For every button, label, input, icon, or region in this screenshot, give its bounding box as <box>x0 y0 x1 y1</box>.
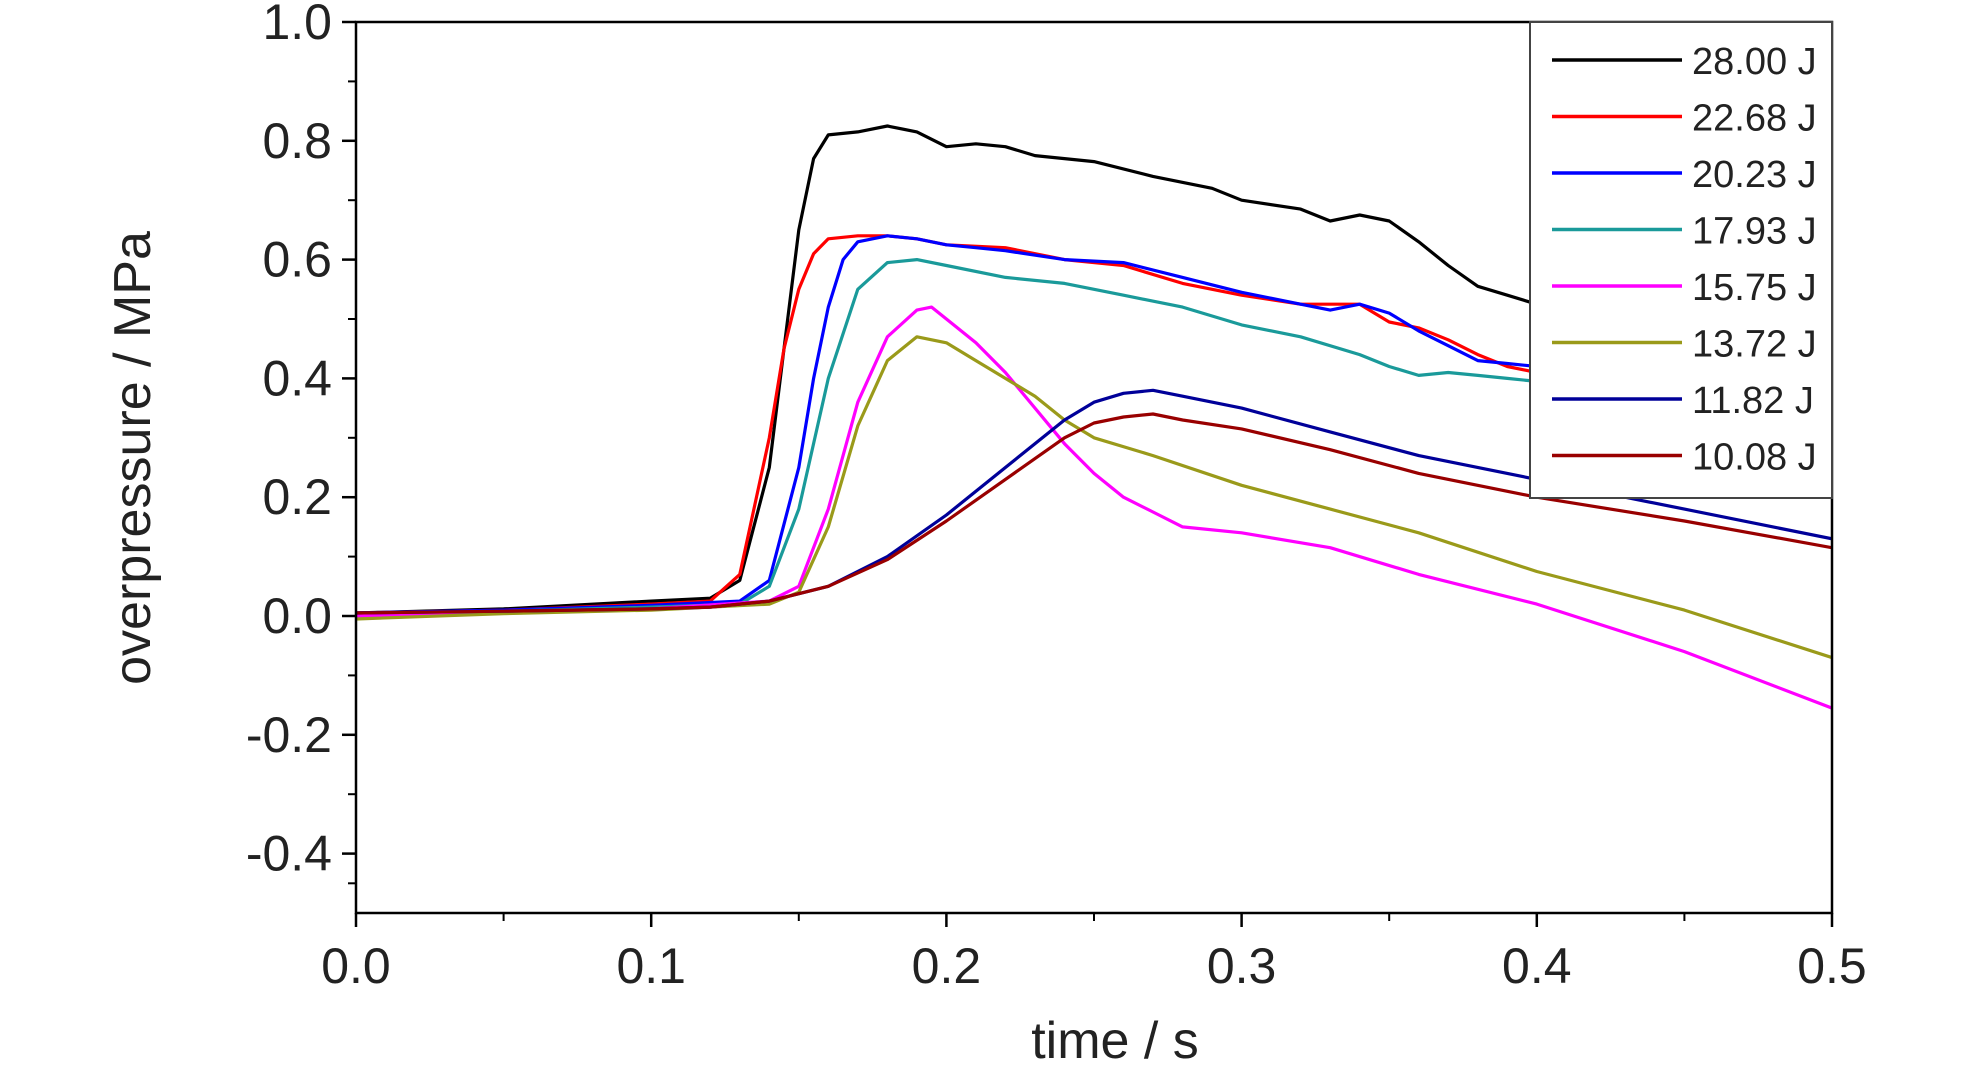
x-tick-label-4: 0.4 <box>1502 938 1572 994</box>
y-axis-title: overpressure / MPa <box>104 231 162 685</box>
legend-box <box>1529 21 1833 499</box>
axes-layer: 0.0 0.1 0.2 0.3 0.4 0.5 -0.4 -0.2 0.0 0.2 0.4 0.6 0.… <box>246 0 1867 994</box>
series-line-4 <box>356 305 1832 710</box>
series-line-3 <box>356 258 1539 618</box>
y-tick-label-7: 1.0 <box>262 0 332 50</box>
y-tick-label-1: -0.2 <box>246 707 332 763</box>
legend-label-4: 15.75 J <box>1692 267 1817 309</box>
legend-label-3: 17.93 J <box>1692 211 1817 253</box>
y-tick-label-3: 0.2 <box>262 469 332 525</box>
y-tick-label-5: 0.6 <box>262 232 332 288</box>
x-tick-label-0: 0.0 <box>321 938 391 994</box>
x-axis-title: time / s <box>1031 1012 1199 1063</box>
legend-label-6: 11.82 J <box>1692 380 1814 422</box>
legend-label-2: 20.23 J <box>1692 154 1817 196</box>
legend-label-0: 28.00 J <box>1692 41 1817 83</box>
x-tick-label-3: 0.3 <box>1207 938 1277 994</box>
series-line-0 <box>356 124 1539 615</box>
legend-label-7: 10.08 J <box>1692 437 1817 479</box>
x-tick-label-2: 0.2 <box>912 938 982 994</box>
y-tick-label-2: 0.0 <box>262 588 332 644</box>
legend-label-5: 13.72 J <box>1692 324 1817 366</box>
plot-layer <box>356 124 1832 710</box>
x-tick-label-5: 0.5 <box>1797 938 1867 994</box>
y-tick-label-4: 0.4 <box>262 350 332 406</box>
y-tick-label-0: -0.4 <box>246 826 332 882</box>
y-tick-label-6: 0.8 <box>262 113 332 169</box>
series-line-7 <box>356 412 1832 615</box>
x-tick-label-1: 0.1 <box>616 938 686 994</box>
legend-layer: 28.00 J 22.68 J 20.23 J 17.93 J 15.75 J 13.72… <box>1529 21 1833 499</box>
legend-label-1: 22.68 J <box>1692 98 1817 140</box>
series-line-2 <box>356 234 1539 615</box>
